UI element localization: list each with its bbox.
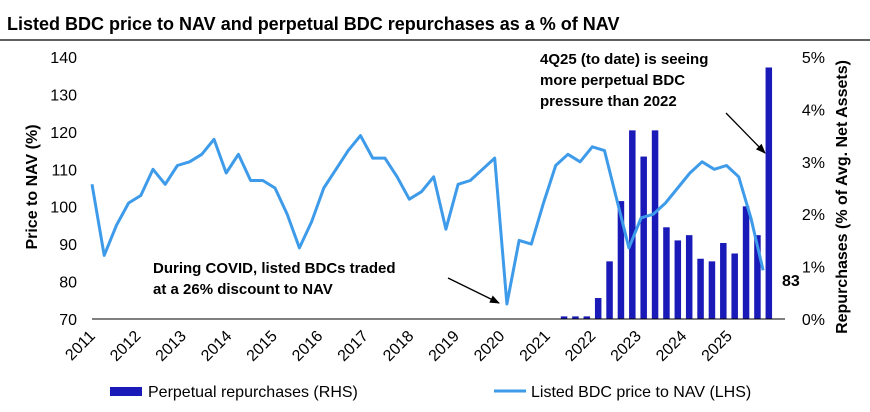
x-tick-label: 2017 — [335, 328, 372, 365]
left-tick-label: 100 — [50, 200, 77, 217]
x-tick-label: 2020 — [471, 328, 508, 365]
repurchase-bar — [765, 67, 773, 319]
x-tick-label: 2022 — [562, 328, 599, 365]
repurchase-bar — [674, 240, 682, 319]
chart-title: Listed BDC price to NAV and perpetual BD… — [7, 14, 619, 34]
repurchase-bar — [560, 316, 568, 319]
price-to-nav-line — [90, 134, 765, 306]
repurchase-bar — [754, 235, 761, 319]
x-tick-label: 2013 — [153, 328, 190, 365]
legend-bar-swatch — [110, 387, 142, 396]
repurchase-bar — [629, 130, 636, 319]
repurchase-bar — [708, 261, 716, 319]
x-tick-label: 2024 — [653, 328, 690, 365]
annotation-4q25: 4Q25 (to date) is seeing more perpetual … — [540, 51, 713, 110]
legend: Perpetual repurchases (RHS) Listed BDC p… — [110, 384, 751, 401]
right-tick-label: 1% — [802, 260, 825, 277]
x-tick-label: 2025 — [699, 328, 736, 365]
left-tick-label: 80 — [59, 275, 77, 292]
repurchase-bar — [663, 227, 670, 319]
right-axis-ticks: 0% 1% 2% 3% 4% 5% — [802, 50, 825, 329]
repurchase-bar — [640, 156, 647, 319]
right-tick-label: 3% — [802, 155, 825, 172]
x-tick-label: 2018 — [380, 328, 417, 365]
left-tick-label: 90 — [59, 237, 77, 254]
annotation-4q25-line-2: more perpetual BDC — [540, 72, 685, 89]
left-tick-label: 110 — [51, 162, 77, 179]
x-tick-label: 2019 — [426, 328, 463, 365]
right-tick-label: 4% — [802, 102, 825, 119]
left-tick-label: 130 — [50, 87, 77, 104]
left-axis-ticks: 70 80 90 100 110 120 130 140 — [50, 50, 77, 329]
right-tick-label: 5% — [802, 50, 825, 67]
right-axis-title: Repurchases (% of Avg. Net Assets) — [834, 60, 851, 334]
annotation-covid: During COVID, listed BDCs traded at a 26… — [153, 260, 400, 298]
x-tick-label: 2015 — [244, 328, 281, 365]
x-tick-label: 2016 — [289, 328, 326, 365]
x-tick-label: 2023 — [608, 328, 645, 365]
right-tick-label: 0% — [802, 312, 825, 329]
last-value-label: 83 — [782, 273, 800, 290]
right-tick-label: 2% — [802, 207, 825, 224]
repurchase-bar — [720, 243, 727, 319]
x-tick-label: 2014 — [198, 328, 235, 365]
x-tick-label: 2021 — [517, 328, 554, 365]
repurchase-bar — [583, 316, 591, 319]
annotation-4q25-line-1: 4Q25 (to date) is seeing — [540, 51, 708, 68]
x-tick-label: 2011 — [62, 328, 98, 364]
repurchase-bar — [651, 130, 659, 319]
annotation-4q25-line-3: pressure than 2022 — [540, 93, 677, 110]
left-axis-title: Price to NAV (%) — [24, 124, 41, 249]
left-tick-label: 70 — [59, 312, 77, 329]
repurchase-bar — [617, 201, 625, 319]
annotation-covid-arrow — [447, 277, 500, 304]
legend-line-label: Listed BDC price to NAV (LHS) — [531, 384, 751, 401]
repurchase-bar — [731, 253, 738, 319]
repurchase-bars — [560, 67, 773, 319]
repurchase-bar — [685, 235, 693, 319]
repurchase-bar — [594, 298, 602, 319]
repurchase-bar — [697, 258, 704, 319]
repurchase-bar — [742, 206, 750, 319]
repurchase-bar — [572, 316, 579, 319]
legend-bar-label: Perpetual repurchases (RHS) — [148, 384, 358, 401]
x-axis-ticks: 2011 2012 2013 2014 2015 2016 2017 2018 2019 2020… — [62, 328, 735, 365]
x-tick-label: 2012 — [107, 328, 144, 365]
annotation-4q25-arrow — [725, 112, 766, 154]
left-tick-label: 120 — [50, 125, 77, 142]
annotation-covid-line-1: During COVID, listed BDCs traded — [153, 260, 396, 277]
left-tick-label: 140 — [50, 50, 77, 67]
annotation-covid-line-2: at a 26% discount to NAV — [153, 281, 333, 298]
repurchase-bar — [606, 261, 613, 319]
